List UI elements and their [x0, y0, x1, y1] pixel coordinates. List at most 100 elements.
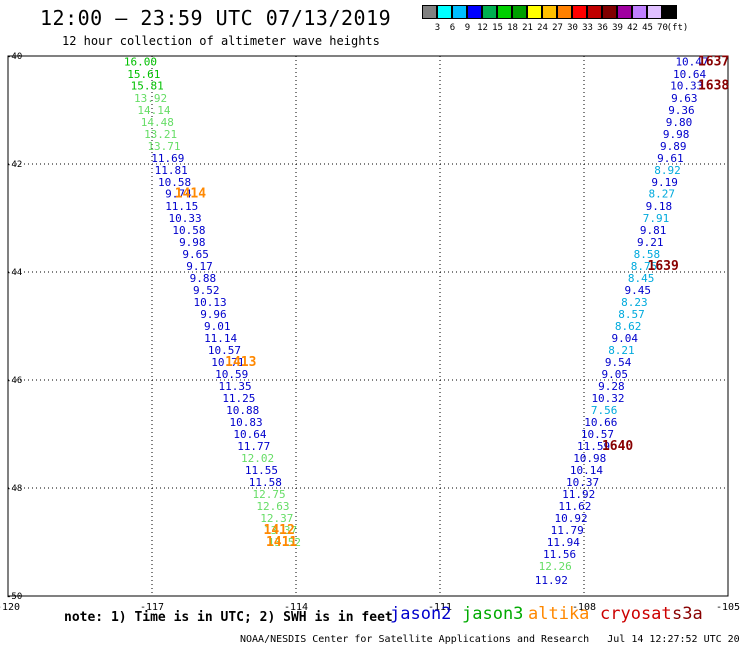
colorbar-label: 39 [612, 23, 623, 33]
wave-height-point: 11.59 [577, 440, 610, 453]
wave-height-point: 9.80 [666, 116, 693, 129]
wave-height-point: 7.56 [591, 404, 618, 417]
wave-height-point: 10.71 [211, 356, 244, 369]
wave-height-point: 9.81 [640, 224, 667, 237]
wave-height-point: 9.19 [651, 176, 678, 189]
wave-height-point: 9.52 [193, 284, 220, 297]
pass-time-label: 1414 [175, 187, 206, 202]
x-tick-label: -105 [716, 602, 740, 613]
wave-height-point: 11.81 [155, 164, 188, 177]
wave-height-point: 16.00 [124, 55, 157, 68]
x-tick-label: -120 [0, 602, 20, 613]
wave-height-point: 12.37 [260, 512, 293, 525]
wave-height-point: 11.55 [245, 464, 278, 477]
x-tick-label: -111 [428, 602, 452, 613]
colorbar-swatch [542, 5, 557, 19]
pass-time-label: 1413 [225, 355, 256, 370]
wave-height-point: 15.81 [131, 80, 164, 93]
colorbar-swatch [452, 5, 467, 19]
wave-height-point: 10.64 [233, 428, 266, 441]
legend-item: s3a [672, 604, 703, 624]
colorbar-swatch [572, 5, 587, 19]
wave-height-point: 11.92 [535, 574, 568, 587]
colorbar-swatch [632, 5, 647, 19]
wave-height-point: 13.92 [134, 92, 167, 105]
wave-height-point: 10.57 [581, 428, 614, 441]
y-tick-label: -50 [6, 592, 22, 602]
y-tick-label: -44 [6, 268, 22, 278]
colorbar-label: 45 [642, 23, 653, 33]
colorbar-swatch [497, 5, 512, 19]
colorbar-label: 6 [449, 23, 456, 33]
wave-height-point: 11.92 [562, 488, 595, 501]
wave-height-point: 10.14 [570, 464, 603, 477]
pass-time-label: 1640 [602, 439, 633, 454]
legend-item: jason2 [390, 604, 452, 624]
wave-height-point: 9.98 [663, 128, 690, 141]
colorbar-swatch [557, 5, 572, 19]
wave-height-point: 11.69 [151, 152, 184, 165]
wave-height-point: 9.01 [204, 320, 231, 333]
colorbar-label: (ft) [666, 23, 689, 33]
wave-height-point: 9.54 [605, 356, 632, 369]
colorbar-swatch [587, 5, 602, 19]
wave-height-point: 10.92 [554, 512, 587, 525]
y-tick-label: -40 [6, 52, 22, 62]
colorbar-label: 15 [492, 23, 503, 33]
x-tick-label: -108 [572, 602, 596, 613]
wave-height-point: 8.75 [631, 260, 658, 273]
wave-height-point: 9.21 [637, 236, 664, 249]
colorbar-label: 18 [507, 23, 518, 33]
wave-height-point: 10.47 [675, 55, 708, 68]
wave-height-point: 11.77 [237, 440, 270, 453]
wave-height-point: 10.66 [584, 416, 617, 429]
colorbar-swatch [662, 5, 677, 19]
wave-height-point: 13.37 [264, 524, 297, 537]
wave-height-point: 8.92 [654, 164, 681, 177]
x-tick-label: -117 [140, 602, 164, 613]
colorbar-label: 9 [464, 23, 471, 33]
x-tick-label: -114 [284, 602, 308, 613]
wave-height-point: 8.45 [628, 272, 655, 285]
colorbar-label: 3 [434, 23, 441, 33]
colorbar-label: 42 [627, 23, 638, 33]
colorbar-swatch [482, 5, 497, 19]
pass-time-label: 1412 [264, 523, 295, 538]
colorbar-label: 30 [567, 23, 578, 33]
wave-height-point: 8.58 [634, 248, 661, 261]
wave-height-point: 10.88 [226, 404, 259, 417]
wave-height-point: 11.56 [543, 548, 576, 561]
wave-height-point: 9.98 [179, 236, 206, 249]
colorbar-label: 24 [537, 23, 548, 33]
legend-item: altika [528, 604, 590, 624]
wave-height-point: 15.61 [127, 68, 160, 81]
colorbar-swatch [602, 5, 617, 19]
pass-time-label: 1637 [698, 54, 729, 69]
wave-height-point: 9.63 [671, 92, 698, 105]
y-tick-label: -48 [6, 484, 22, 494]
wave-height-point: 10.59 [215, 368, 248, 381]
colorbar-swatch [467, 5, 482, 19]
wave-height-point: 9.45 [625, 284, 652, 297]
wave-height-point: 10.58 [172, 224, 205, 237]
colorbar-label: 21 [522, 23, 533, 33]
y-tick-label: -46 [6, 376, 22, 386]
wave-height-point: 13.52 [268, 536, 301, 549]
wave-height-point: 8.27 [649, 188, 676, 201]
wave-height-point: 9.88 [190, 272, 217, 285]
wave-height-point: 14.14 [137, 104, 170, 117]
wave-height-point: 12.63 [256, 500, 289, 513]
wave-height-point: 10.58 [158, 176, 191, 189]
wave-height-point: 10.37 [566, 476, 599, 489]
pass-time-label: 1638 [698, 79, 729, 94]
wave-height-point: 9.96 [200, 308, 227, 321]
colorbar-label: 12 [477, 23, 488, 33]
wave-height-point: 9.36 [668, 104, 695, 117]
wave-height-point: 12.26 [539, 560, 572, 573]
wave-height-point: 11.79 [551, 524, 584, 537]
colorbar-label: 33 [582, 23, 593, 33]
wave-height-point: 8.57 [618, 308, 645, 321]
